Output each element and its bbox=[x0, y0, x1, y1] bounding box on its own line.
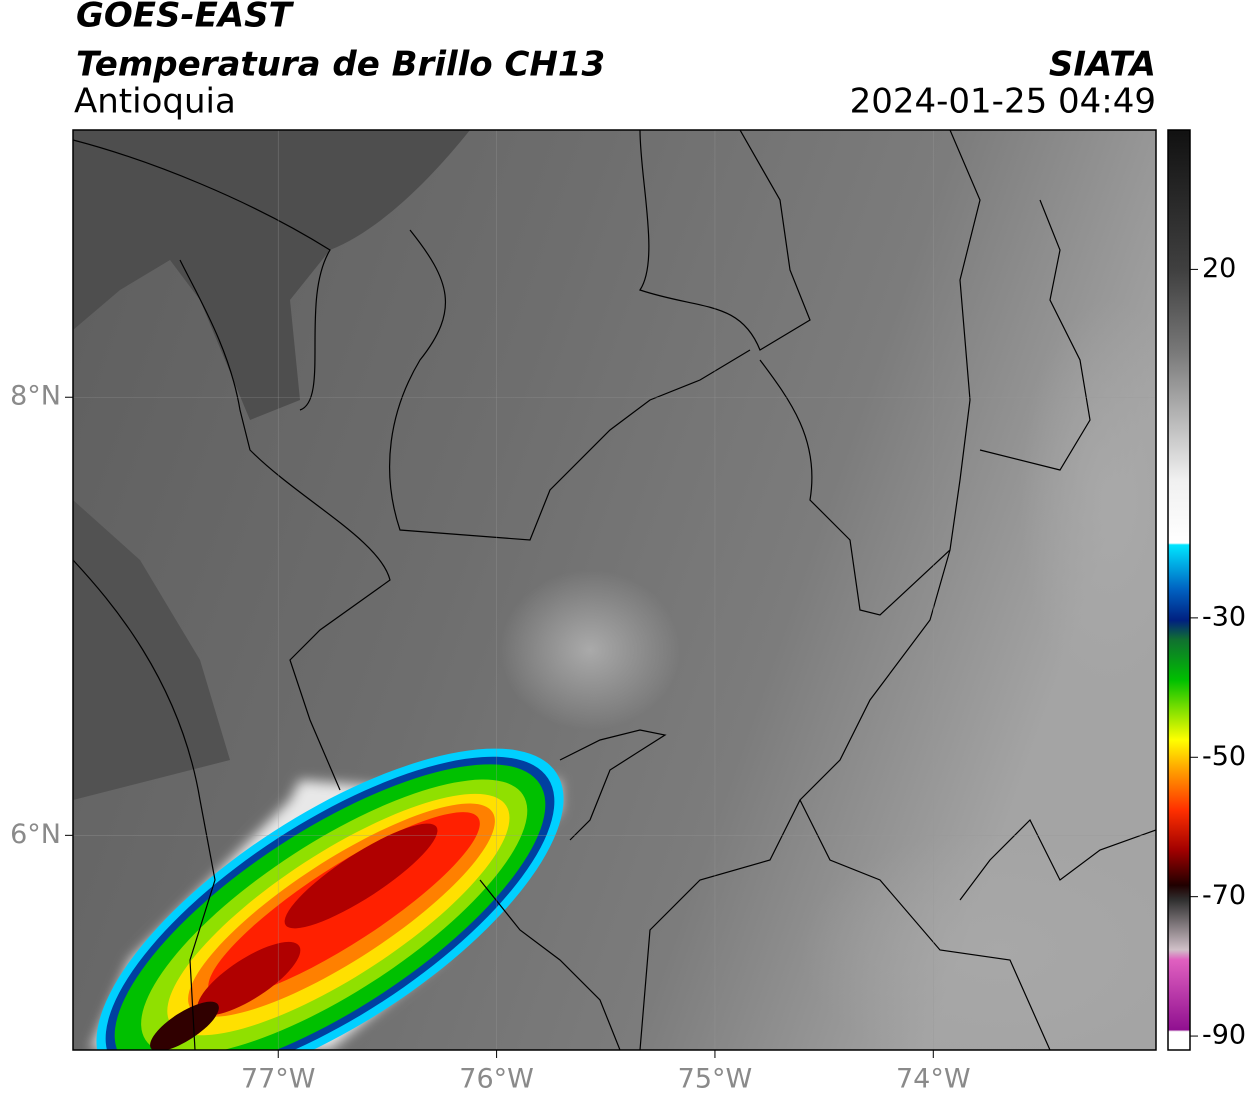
y-tick-label: 8°N bbox=[10, 381, 61, 412]
colorbar-tick-label: -50 bbox=[1202, 741, 1246, 772]
x-tick-label: 77°W bbox=[241, 1064, 316, 1095]
x-tick-label: 75°W bbox=[678, 1064, 753, 1095]
colorbar-tick-label: -90 bbox=[1202, 1020, 1246, 1051]
x-tick-label: 76°W bbox=[459, 1064, 534, 1095]
map-image bbox=[73, 130, 1156, 1050]
agency-title: SIATA bbox=[1049, 45, 1156, 85]
timestamp: 2024-01-25 04:49 bbox=[850, 82, 1156, 122]
colorbar bbox=[1167, 129, 1191, 1051]
product-title: Temperatura de Brillo CH13 bbox=[76, 45, 605, 85]
colorbar-tick-label: -70 bbox=[1202, 880, 1246, 911]
y-tick-label: 6°N bbox=[10, 819, 61, 850]
colorbar-tick-label: 20 bbox=[1202, 253, 1236, 284]
satellite-title: GOES-EAST bbox=[76, 0, 295, 36]
x-tick-label: 74°W bbox=[896, 1064, 971, 1095]
colorbar-tick-label: -30 bbox=[1202, 601, 1246, 632]
region-title: Antioquia bbox=[74, 82, 236, 122]
map-frame bbox=[72, 129, 1157, 1051]
